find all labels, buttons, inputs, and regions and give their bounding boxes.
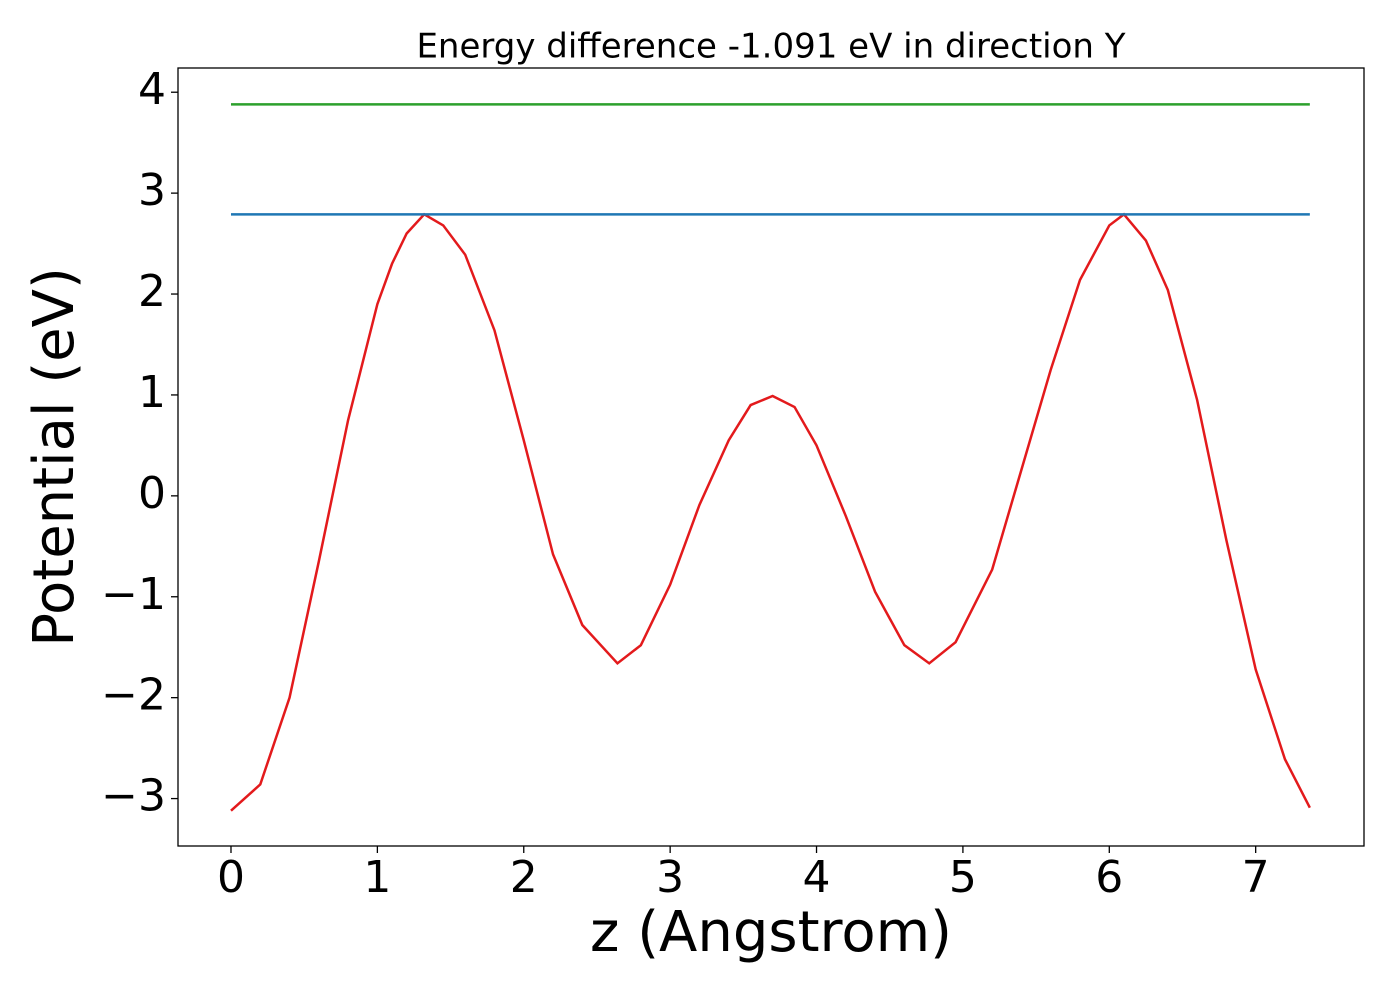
y-tick-label: 0: [138, 468, 166, 519]
y-axis-label: Potential (eV): [22, 267, 87, 647]
x-tick-label: 3: [656, 852, 684, 903]
y-tick-label: −2: [101, 670, 166, 721]
x-tick-label: 6: [1095, 852, 1123, 903]
x-tick-label: 2: [510, 852, 538, 903]
y-tick-label: 1: [138, 367, 166, 418]
x-tick-label: 0: [217, 852, 245, 903]
y-tick-label: 4: [138, 64, 166, 115]
x-axis-label: z (Angstrom): [590, 900, 952, 965]
y-tick-label: 2: [138, 266, 166, 317]
plot-frame: [177, 67, 1365, 847]
x-tick-label: 5: [949, 852, 977, 903]
y-tick-label: 3: [138, 165, 166, 216]
x-tick-label: 7: [1242, 852, 1270, 903]
x-tick-label: 1: [363, 852, 391, 903]
chart-title: Energy difference -1.091 eV in direction…: [416, 27, 1125, 67]
y-tick-label: −1: [101, 569, 166, 620]
data-line: [230, 212, 1311, 812]
y-tick-label: −3: [101, 771, 166, 822]
x-tick-label: 4: [803, 852, 831, 903]
